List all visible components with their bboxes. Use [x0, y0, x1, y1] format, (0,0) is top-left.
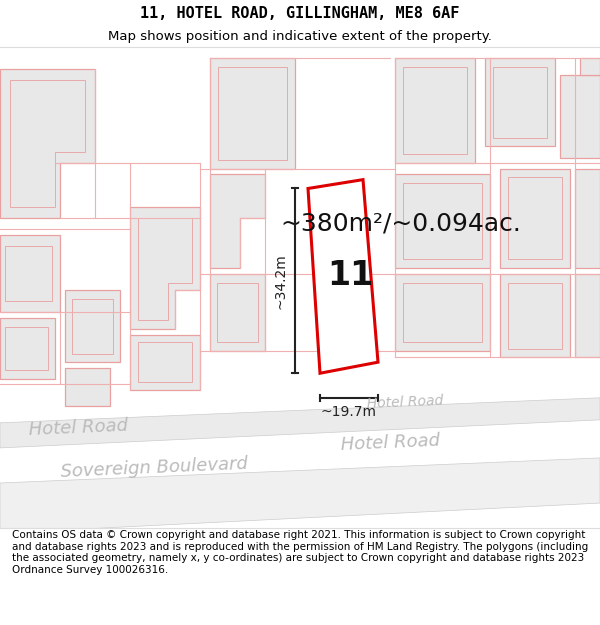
Polygon shape	[395, 58, 475, 163]
Polygon shape	[210, 274, 265, 351]
Polygon shape	[5, 246, 52, 301]
Text: ~19.7m: ~19.7m	[321, 404, 377, 419]
Polygon shape	[65, 290, 120, 362]
Polygon shape	[0, 69, 95, 218]
Text: Sovereign Boulevard: Sovereign Boulevard	[60, 455, 248, 481]
Polygon shape	[308, 179, 378, 373]
Text: Hotel Road: Hotel Road	[367, 394, 444, 411]
Polygon shape	[10, 80, 85, 208]
Polygon shape	[0, 398, 600, 448]
Polygon shape	[580, 58, 600, 74]
Polygon shape	[0, 235, 60, 312]
Text: Contains OS data © Crown copyright and database right 2021. This information is : Contains OS data © Crown copyright and d…	[12, 530, 588, 575]
Text: ~34.2m: ~34.2m	[274, 253, 288, 309]
Polygon shape	[130, 334, 200, 390]
Polygon shape	[210, 174, 265, 268]
Polygon shape	[500, 169, 570, 268]
Polygon shape	[508, 282, 562, 349]
Polygon shape	[72, 299, 113, 354]
Polygon shape	[5, 327, 48, 370]
Polygon shape	[403, 67, 467, 154]
Polygon shape	[0, 458, 600, 533]
Text: 11: 11	[327, 259, 373, 292]
Polygon shape	[130, 208, 200, 329]
Polygon shape	[138, 342, 192, 382]
Polygon shape	[403, 282, 482, 342]
Polygon shape	[218, 67, 287, 160]
Polygon shape	[508, 177, 562, 259]
Text: Hotel Road: Hotel Road	[28, 417, 128, 439]
Polygon shape	[138, 218, 192, 320]
Polygon shape	[395, 174, 490, 268]
Polygon shape	[560, 74, 600, 158]
Polygon shape	[217, 282, 258, 342]
Text: Map shows position and indicative extent of the property.: Map shows position and indicative extent…	[108, 30, 492, 43]
Polygon shape	[485, 58, 555, 146]
Polygon shape	[0, 318, 55, 379]
Text: 11, HOTEL ROAD, GILLINGHAM, ME8 6AF: 11, HOTEL ROAD, GILLINGHAM, ME8 6AF	[140, 6, 460, 21]
Polygon shape	[403, 183, 482, 259]
Polygon shape	[500, 274, 570, 357]
Polygon shape	[575, 169, 600, 268]
Polygon shape	[493, 67, 547, 138]
Polygon shape	[575, 274, 600, 357]
Text: ~380m²/~0.094ac.: ~380m²/~0.094ac.	[280, 212, 521, 236]
Text: Hotel Road: Hotel Road	[340, 432, 440, 454]
Polygon shape	[65, 368, 110, 406]
Polygon shape	[395, 274, 490, 351]
Polygon shape	[210, 58, 295, 169]
